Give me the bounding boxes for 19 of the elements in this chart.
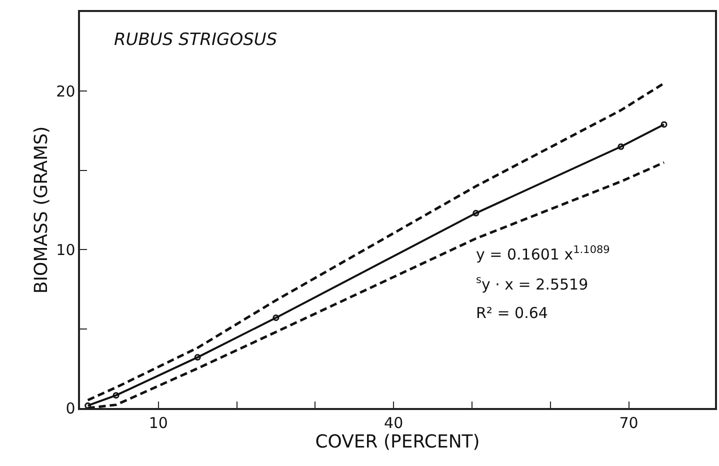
point bbox=[272, 314, 280, 321]
annotation: $^{s}$y · x = 2.5519 bbox=[476, 274, 588, 294]
x-axis-title: COVER (PERCENT) bbox=[315, 432, 480, 453]
point bbox=[618, 143, 624, 150]
point bbox=[660, 121, 668, 128]
x-tick-label: 40 bbox=[384, 414, 404, 432]
point bbox=[84, 402, 92, 408]
point bbox=[112, 392, 120, 399]
annotation: R² = 0.64 bbox=[476, 304, 548, 322]
y-tick-label: 20 bbox=[56, 82, 76, 100]
x-tick-label: 10 bbox=[148, 414, 168, 432]
y-tick-label: 10 bbox=[56, 240, 76, 259]
x-tick-label: 70 bbox=[619, 414, 638, 432]
y-tick-label: 0 bbox=[66, 399, 76, 418]
point bbox=[194, 354, 201, 361]
text: RUBUS STRIGOSUS bbox=[114, 30, 278, 50]
point bbox=[472, 210, 480, 216]
y-axis-title: BIOMASS (GRAMS) bbox=[30, 126, 52, 294]
annotation: y = 0.1601 x$^{1.1089}$ bbox=[476, 244, 610, 264]
